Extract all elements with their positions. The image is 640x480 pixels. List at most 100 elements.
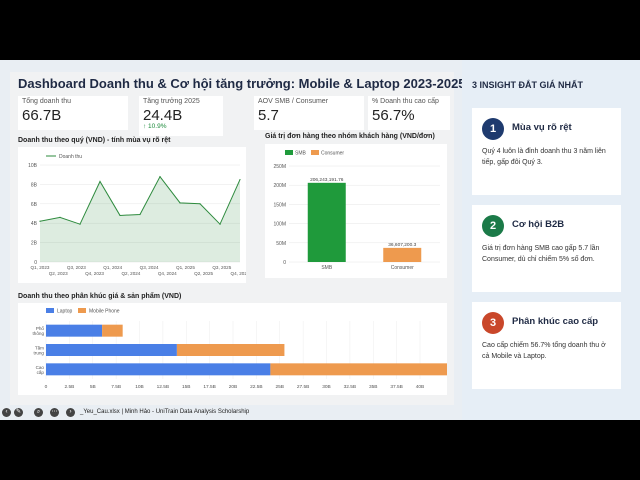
hbar-chart-title: Doanh thu theo phân khúc giá & sản phẩm …: [18, 293, 182, 300]
data-point: [199, 203, 201, 205]
x-tick-label: 35B: [369, 384, 378, 390]
zoom-icon[interactable]: ⌕: [34, 408, 43, 417]
kpi-value: 24.4B: [143, 107, 183, 124]
kpi-value: 5.7: [258, 107, 279, 124]
data-point: [219, 223, 221, 225]
y-tick-label: Tầm: [35, 346, 44, 351]
x-tick-label: Q3, 2024: [140, 265, 159, 270]
insight-number-badge: 1: [482, 118, 504, 140]
y-tick-label: cấp: [37, 370, 45, 375]
insight-title: Phân khúc cao cấp: [512, 316, 599, 327]
data-point: [79, 223, 81, 225]
dashboard-stage: Dashboard Doanh thu & Cơ hội tăng trưởng…: [0, 60, 640, 420]
y-tick-label: 150M: [273, 202, 286, 208]
insight-card-1: 1 Mùa vụ rõ rệt Quý 4 luôn là đỉnh doanh…: [472, 108, 621, 195]
insight-number-badge: 2: [482, 215, 504, 237]
y-tick-label: 8B: [31, 182, 38, 188]
data-point: [159, 176, 161, 178]
kpi-aov-ratio: AOV SMB / Consumer 5.7: [254, 96, 364, 130]
dashboard-panel: Dashboard Doanh thu & Cơ hội tăng trưởng…: [10, 72, 479, 405]
legend-label: Consumer: [321, 151, 344, 157]
page-title: Dashboard Doanh thu & Cơ hội tăng trưởng…: [18, 76, 466, 91]
data-point: [39, 220, 41, 222]
x-tick-label: 25B: [275, 384, 284, 390]
x-tick-label: Q2, 2025: [194, 271, 213, 276]
data-point: [179, 202, 181, 204]
x-tick-label: Q1, 2025: [176, 265, 195, 270]
data-point: [139, 213, 141, 216]
line-chart-card: Doanh thu 0 2B 4B 6B 8B 10B Q1, 2023 Q2, 2023 Q3,…: [18, 147, 250, 283]
area-fill: [40, 176, 240, 262]
kpi-premium-share: % Doanh thu cao cấp 56.7%: [368, 96, 450, 130]
bar-segment: [270, 363, 479, 376]
bar-chart-card: SMB Consumer 0 50M 100M 150M 200M 250M 206,243,1…: [265, 144, 447, 278]
y-tick-label: 2B: [31, 241, 38, 247]
x-tick-label: Q4, 2023: [85, 271, 104, 276]
kpi-label: % Doanh thu cao cấp: [372, 98, 439, 105]
legend-swatch: [46, 308, 54, 313]
insights-panel: 3 INSIGHT ĐẮT GIÁ NHẤT 1 Mùa vụ rõ rệt Q…: [462, 60, 640, 420]
insights-heading: 3 INSIGHT ĐẮT GIÁ NHẤT: [472, 80, 584, 90]
bar-chart-title: Giá trị đơn hàng theo nhóm khách hàng (V…: [265, 133, 435, 140]
x-tick-label: Q3, 2025: [212, 265, 231, 270]
y-tick-label: 4B: [31, 221, 38, 227]
insight-text: Giá trị đơn hàng SMB cao gấp 5.7 lần Con…: [482, 245, 600, 263]
x-tick-label: Q2, 2023: [49, 271, 68, 276]
x-tick-label: 7.5B: [111, 384, 121, 390]
more-icon[interactable]: ⋯: [50, 408, 59, 417]
kpi-delta: ↑ 10.9%: [143, 123, 167, 130]
kpi-label: Tăng trưởng 2025: [143, 98, 200, 105]
x-tick-label: 17.5B: [203, 384, 216, 390]
line-chart-title: Doanh thu theo quý (VND) - tính mùa vụ r…: [18, 137, 171, 144]
hbar-chart: Laptop Mobile Phone 0 2.5B 5B 7.5B 10B 12.5B 15B…: [33, 308, 479, 390]
x-tick-label: Q1, 2024: [103, 265, 122, 270]
x-tick-label: 30B: [322, 384, 331, 390]
y-tick-label: Cao: [36, 365, 45, 370]
x-tick-label: 15B: [182, 384, 191, 390]
x-tick-label: Q1, 2023: [31, 265, 50, 270]
insight-card-2: 2 Cơ hội B2B Giá trị đơn hàng SMB cao gấ…: [472, 205, 621, 292]
kpi-value: 66.7B: [22, 107, 62, 124]
bar-segment: [176, 344, 285, 356]
bar-segment: [46, 324, 103, 337]
prev-slide-icon[interactable]: ‹: [2, 408, 11, 417]
y-tick-label: 250M: [273, 164, 286, 170]
x-tick-label: 22.5B: [250, 384, 263, 390]
x-tick-label: 27.5B: [297, 384, 310, 390]
x-tick-label: 37.5B: [390, 384, 403, 390]
x-tick-label: 5B: [90, 384, 96, 390]
bar-segment: [46, 363, 271, 376]
x-tick-label: 32.5B: [344, 384, 357, 390]
kpi-total-revenue: Tổng doanh thu 66.7B: [18, 96, 128, 130]
bar-segment: [46, 344, 177, 356]
legend-label: Mobile Phone: [89, 309, 120, 315]
next-slide-icon[interactable]: ›: [66, 408, 75, 417]
bar-chart: SMB Consumer 0 50M 100M 150M 200M 250M 206,243,1…: [273, 150, 440, 271]
legend-swatch: [311, 150, 319, 155]
legend-swatch: [78, 308, 86, 313]
y-tick-label: 200M: [273, 183, 286, 189]
kpi-label: Tổng doanh thu: [22, 98, 72, 105]
y-tick-label: 100M: [273, 222, 286, 228]
pen-icon[interactable]: ✎: [14, 408, 23, 417]
x-tick-label: 20B: [229, 384, 238, 390]
y-tick-label: 0: [34, 260, 37, 266]
x-tick-label: SMB: [321, 265, 333, 271]
hbar-chart-card: Laptop Mobile Phone 0 2.5B 5B 7.5B 10B 12.5B 15B…: [18, 303, 479, 395]
bar-segment: [102, 324, 123, 337]
x-tick-label: Consumer: [391, 265, 414, 271]
footer-text: _Yeu_Cau.xlsx | Minh Hảo - UniTrain Data…: [80, 409, 250, 415]
legend-swatch: [285, 150, 293, 155]
x-tick-label: 10B: [135, 384, 144, 390]
y-tick-label: 10B: [28, 163, 38, 169]
insight-number-badge: 3: [482, 312, 504, 334]
bar-consumer: [383, 247, 422, 262]
kpi-label: AOV SMB / Consumer: [258, 98, 329, 105]
x-tick-label: 40B: [416, 384, 425, 390]
data-point: [239, 178, 241, 181]
data-point: [99, 180, 101, 183]
insight-title: Cơ hội B2B: [512, 219, 565, 230]
y-tick-label: 6B: [31, 202, 38, 208]
insight-card-3: 3 Phân khúc cao cấp Cao cấp chiếm 56.7% …: [472, 302, 621, 389]
